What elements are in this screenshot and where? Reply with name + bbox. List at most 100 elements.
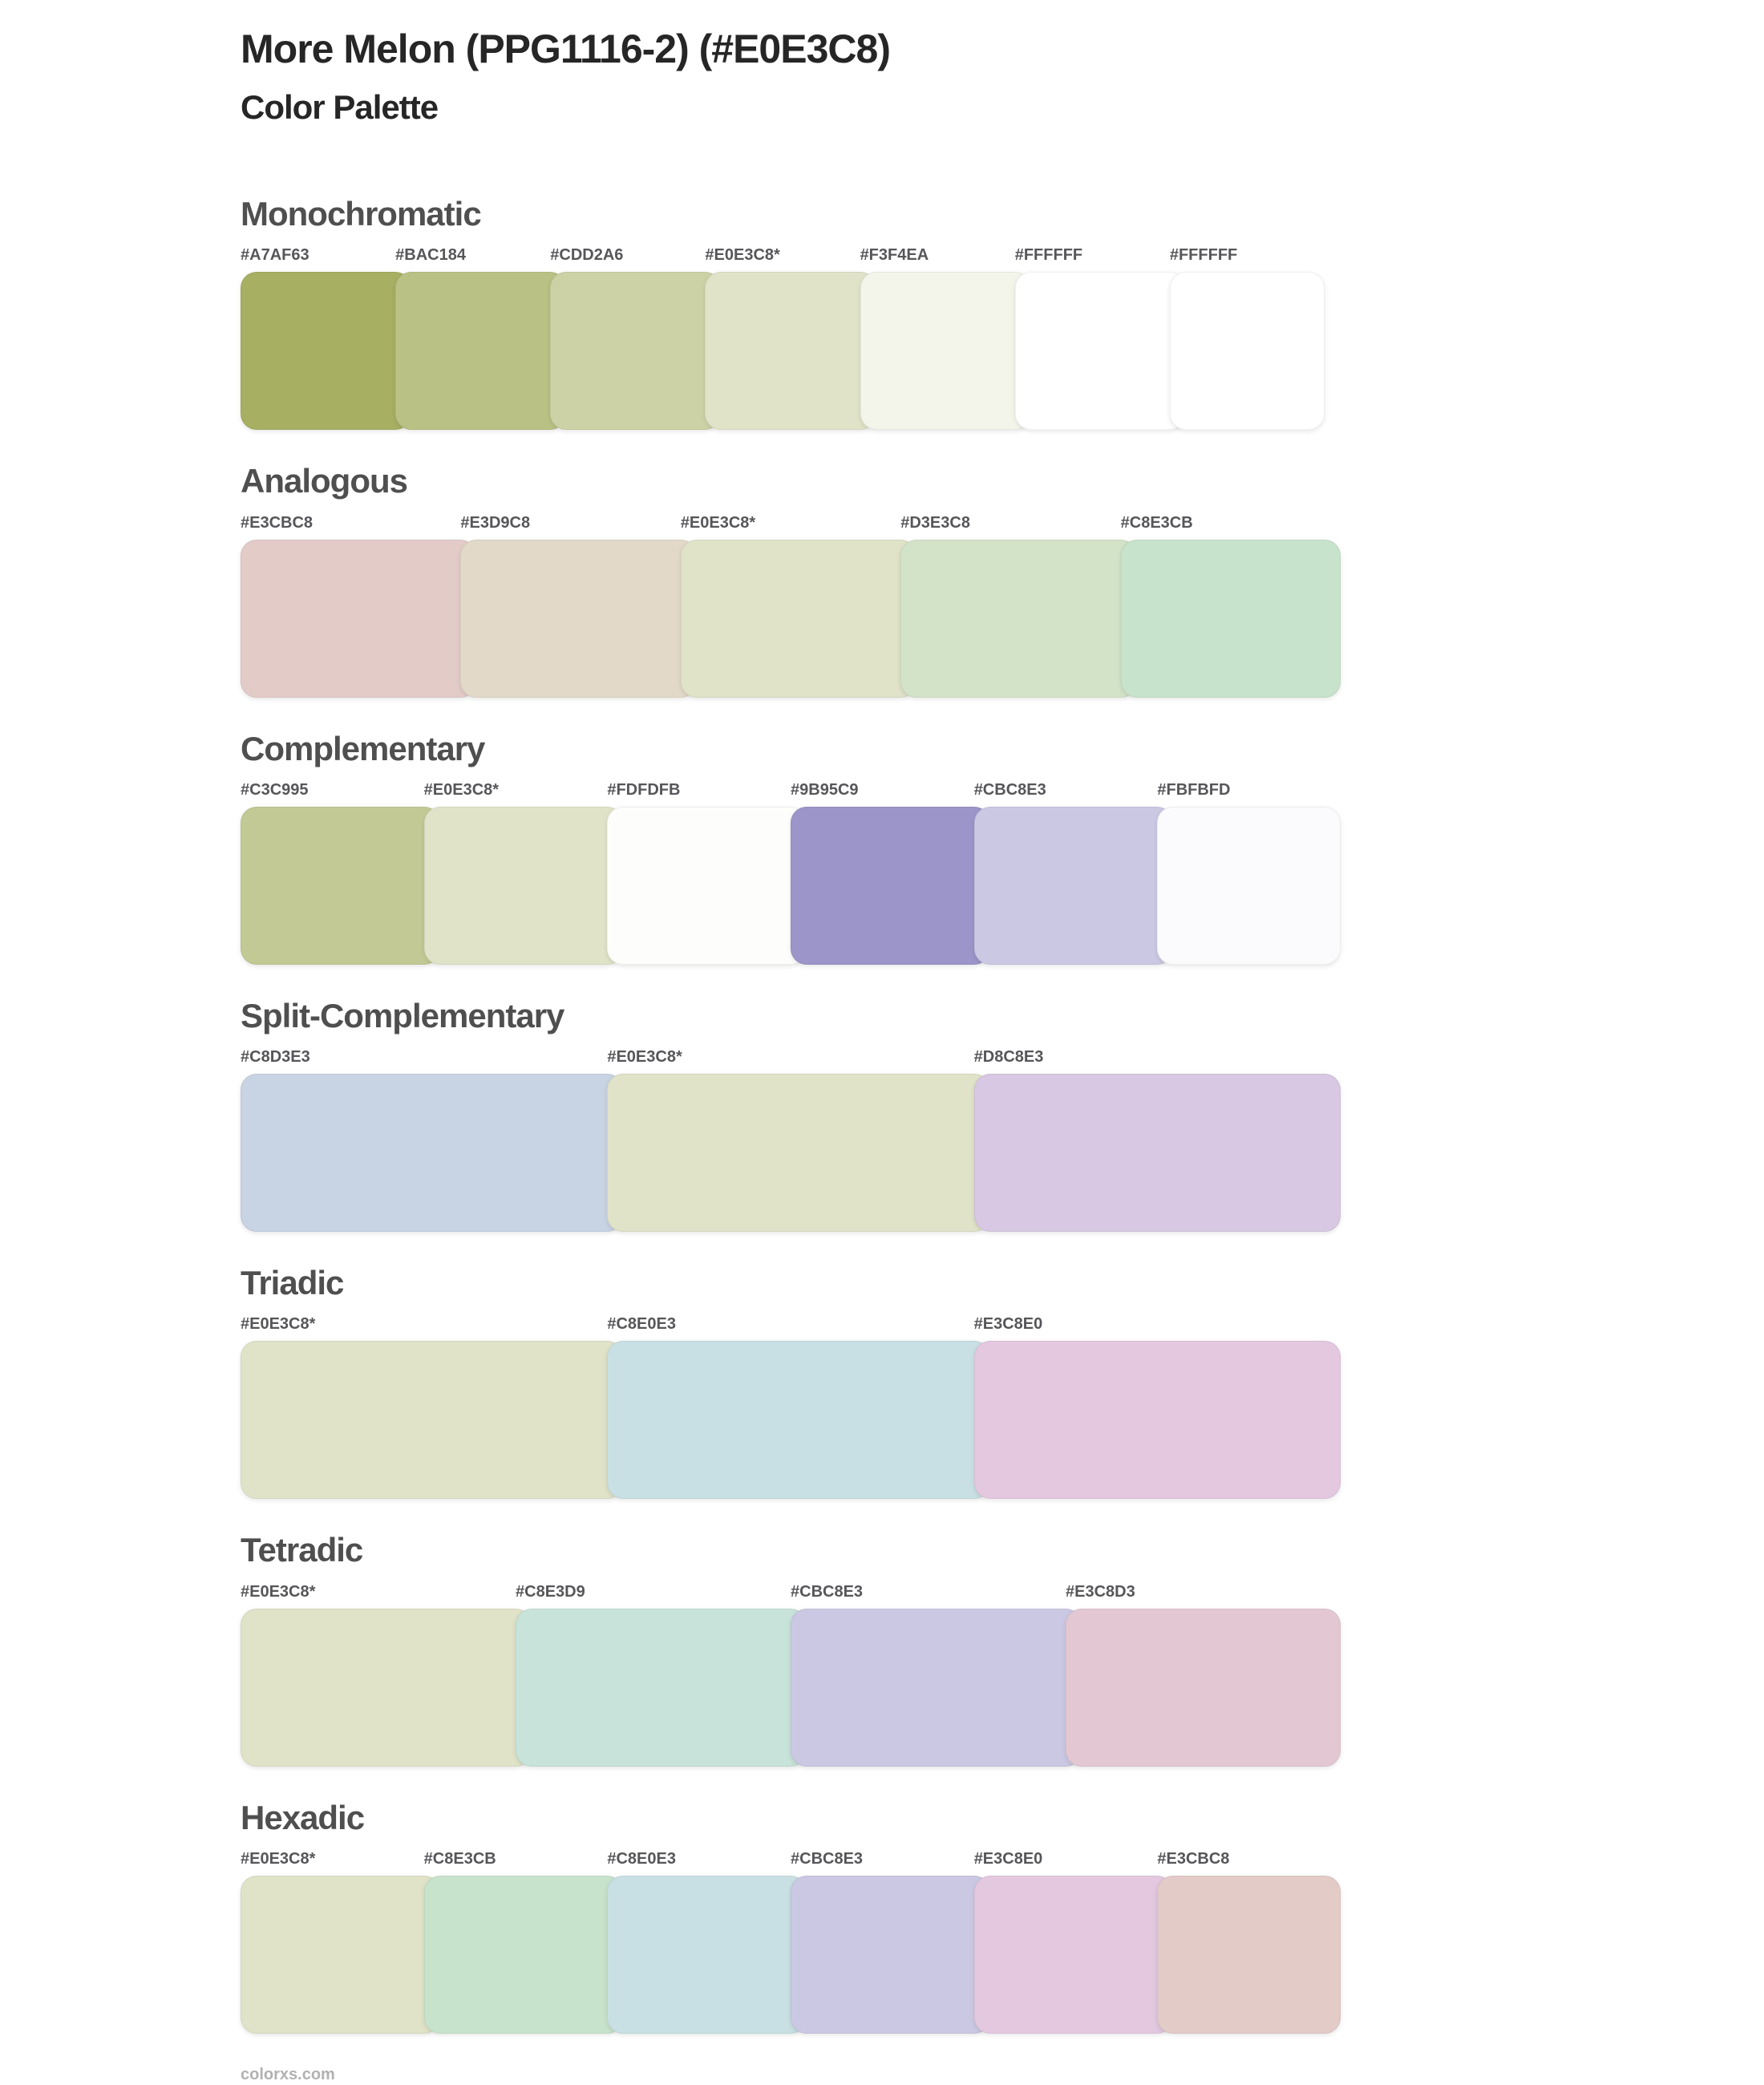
color-swatch[interactable] [680, 539, 917, 698]
swatch-row: #A7AF63 #BAC184 #CDD2A6 #E0E3C8* #F3F4EA… [241, 246, 1325, 431]
section-title: Hexadic [241, 1798, 365, 1836]
swatch-hex-label: #E0E3C8* [241, 1850, 316, 1868]
swatch-cell: #CBC8E3 [791, 1582, 1082, 1767]
swatch-cell: #C8E0E3 [607, 1315, 990, 1500]
swatch-cell: #E3CBC8 [1157, 1850, 1341, 2034]
color-swatch[interactable] [241, 272, 412, 431]
swatch-row: #E3CBC8 #E3D9C8 #E0E3C8* #D3E3C8 #C8E3CB [241, 514, 1341, 698]
color-swatch[interactable] [1014, 272, 1186, 431]
swatch-cell: #CDD2A6 [550, 246, 722, 431]
color-swatch[interactable] [607, 806, 807, 965]
color-swatch[interactable] [241, 1608, 532, 1767]
color-swatch[interactable] [550, 272, 722, 431]
palette-section: Complementary #C3C995 #E0E3C8* #FDFDFB #… [241, 730, 1379, 965]
color-swatch[interactable] [423, 806, 624, 965]
swatch-cell: #C3C995 [241, 781, 440, 965]
color-swatch[interactable] [1157, 806, 1341, 965]
color-swatch[interactable] [973, 1876, 1174, 2034]
swatch-cell: #E0E3C8* [241, 1583, 532, 1767]
swatch-cell: #FBFBFD [1157, 781, 1341, 965]
color-swatch[interactable] [423, 1876, 624, 2034]
swatch-hex-label: #CBC8E3 [791, 1582, 864, 1601]
swatch-row: #E0E3C8* #C8E3CB #C8E0E3 #CBC8E3 #E3C8E0… [241, 1850, 1341, 2034]
swatch-hex-label: #E0E3C8* [680, 513, 756, 532]
color-swatch[interactable] [241, 539, 477, 698]
swatch-cell: #C8D3E3 [241, 1048, 624, 1233]
swatch-cell: #BAC184 [395, 246, 567, 431]
swatch-cell: #E3C8E0 [973, 1850, 1174, 2034]
swatch-hex-label: #F3F4EA [860, 246, 929, 265]
color-swatch[interactable] [900, 539, 1137, 698]
swatch-cell: #E0E3C8* [680, 513, 917, 698]
swatch-hex-label: #E3C8D3 [1066, 1582, 1135, 1601]
swatch-hex-label: #C8D3E3 [241, 1048, 310, 1067]
swatch-cell: #E3CBC8 [241, 514, 477, 698]
swatch-hex-label: #CDD2A6 [550, 246, 624, 265]
palette-section: Split-Complementary #C8D3E3 #E0E3C8* #D8… [241, 997, 1379, 1233]
palette-section: Monochromatic #A7AF63 #BAC184 #CDD2A6 #E… [241, 195, 1379, 431]
palette-section: Hexadic #E0E3C8* #C8E3CB #C8E0E3 #CBC8E3… [241, 1799, 1379, 2034]
color-swatch[interactable] [607, 1876, 807, 2034]
color-swatch[interactable] [241, 806, 440, 965]
swatch-cell: #C8E0E3 [607, 1850, 807, 2034]
swatch-hex-label: #E3C8E0 [973, 1850, 1043, 1868]
swatch-hex-label: #FDFDFB [607, 780, 681, 799]
swatch-hex-label: #D8C8E3 [973, 1048, 1044, 1067]
swatch-cell: #C8E3CB [423, 1850, 624, 2034]
swatch-hex-label: #A7AF63 [241, 246, 310, 265]
swatch-hex-label: #D3E3C8 [900, 513, 970, 532]
section-title: Analogous [241, 462, 408, 500]
page-content: More Melon (PPG1116-2) (#E0E3C8) Color P… [241, 0, 1379, 2034]
page-subtitle: Color Palette [241, 88, 439, 126]
swatch-cell: #A7AF63 [241, 246, 412, 431]
swatch-row: #C3C995 #E0E3C8* #FDFDFB #9B95C9 #CBC8E3… [241, 781, 1341, 965]
swatch-hex-label: #C8E0E3 [607, 1850, 676, 1868]
color-swatch[interactable] [705, 272, 876, 431]
color-swatch[interactable] [241, 1876, 440, 2034]
swatch-hex-label: #CBC8E3 [791, 1850, 864, 1868]
swatch-hex-label: #E3CBC8 [1157, 1850, 1230, 1868]
color-swatch[interactable] [460, 539, 697, 698]
swatch-hex-label: #C8E0E3 [607, 1315, 676, 1334]
swatch-hex-label: #E0E3C8* [423, 780, 500, 799]
section-title: Monochromatic [241, 195, 482, 233]
color-swatch[interactable] [860, 272, 1031, 431]
color-swatch[interactable] [1066, 1608, 1341, 1767]
swatch-cell: #C8E3CB [1120, 514, 1341, 698]
color-swatch[interactable] [791, 1608, 1082, 1767]
color-swatch[interactable] [241, 1341, 624, 1500]
swatch-hex-label: #CBC8E3 [973, 780, 1046, 799]
palette-section: Analogous #E3CBC8 #E3D9C8 #E0E3C8* #D3E3… [241, 462, 1379, 698]
section-title: Triadic [241, 1264, 344, 1302]
color-swatch[interactable] [973, 1074, 1341, 1233]
swatch-hex-label: #C8E3D9 [516, 1582, 585, 1601]
swatch-cell: #E0E3C8* [607, 1048, 990, 1233]
color-swatch[interactable] [516, 1608, 807, 1767]
color-swatch[interactable] [1120, 539, 1341, 698]
palette-section: Tetradic #E0E3C8* #C8E3D9 #CBC8E3 #E3C8D… [241, 1531, 1379, 1767]
color-swatch[interactable] [791, 806, 990, 965]
swatch-cell: #CBC8E3 [973, 780, 1174, 965]
section-title: Complementary [241, 729, 485, 767]
swatch-row: #E0E3C8* #C8E0E3 #E3C8E0 [241, 1315, 1341, 1500]
color-swatch[interactable] [395, 272, 567, 431]
color-swatch[interactable] [1157, 1876, 1341, 2034]
swatch-cell: #E3C8D3 [1066, 1583, 1341, 1767]
color-swatch[interactable] [791, 1876, 990, 2034]
color-swatch[interactable] [607, 1074, 990, 1233]
swatch-hex-label: #E0E3C8* [607, 1048, 682, 1067]
swatch-hex-label: #E3C8E0 [973, 1315, 1043, 1334]
site-watermark: colorxs.com [241, 2066, 335, 2084]
swatch-cell: #E3D9C8 [460, 514, 697, 698]
color-swatch[interactable] [241, 1074, 624, 1233]
swatch-cell: #E3C8E0 [973, 1315, 1341, 1500]
swatch-row: #E0E3C8* #C8E3D9 #CBC8E3 #E3C8D3 [241, 1583, 1341, 1767]
swatch-hex-label: #E0E3C8* [705, 246, 780, 265]
swatch-cell: #D3E3C8 [900, 513, 1137, 698]
palette-section: Triadic #E0E3C8* #C8E0E3 #E3C8E0 [241, 1264, 1379, 1500]
swatch-hex-label: #C8E3CB [423, 1850, 496, 1868]
color-swatch[interactable] [973, 1341, 1341, 1500]
color-swatch[interactable] [973, 806, 1174, 965]
color-swatch[interactable] [1169, 272, 1325, 431]
color-swatch[interactable] [607, 1341, 990, 1500]
